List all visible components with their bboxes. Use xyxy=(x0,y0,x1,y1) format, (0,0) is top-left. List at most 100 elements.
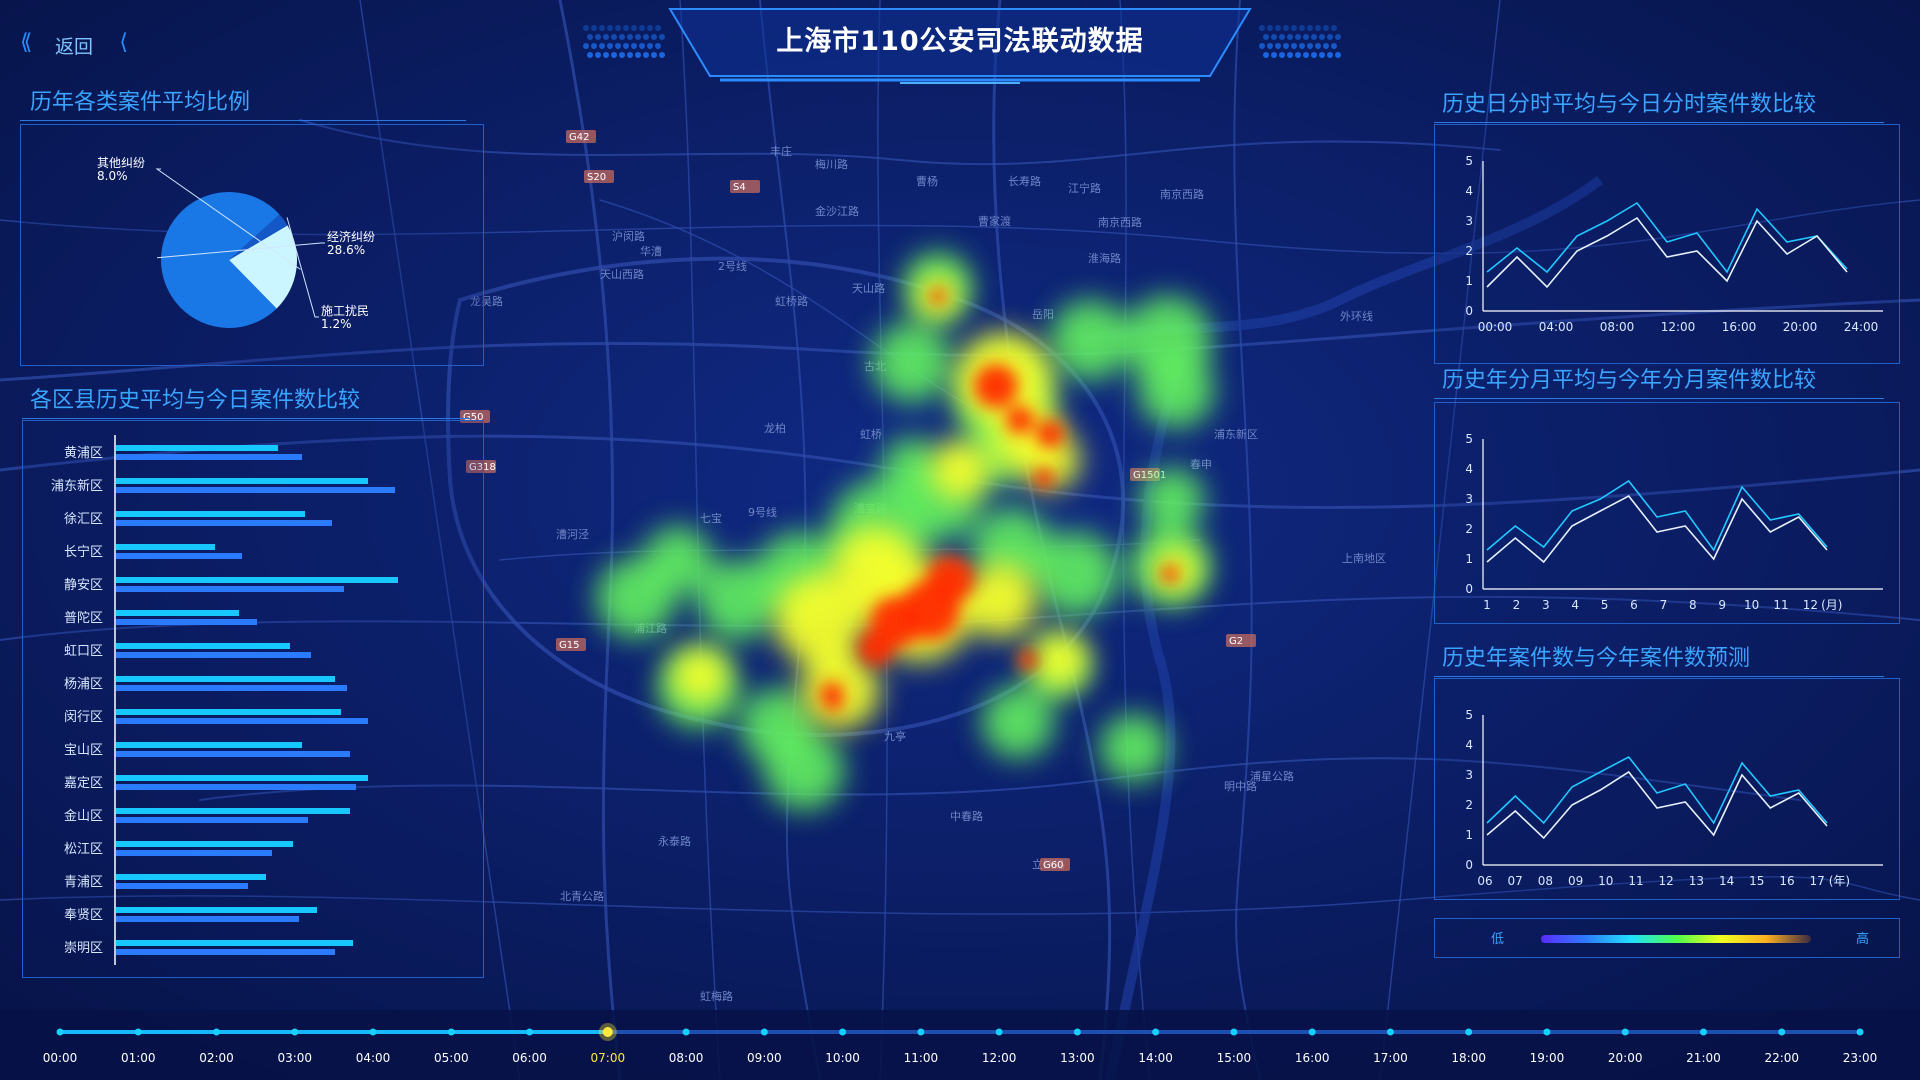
time-slider[interactable]: 00:00 01:00 02:00 03:00 04:00 05:00 06:00 07:00… xyxy=(0,1010,1920,1080)
timeline-tick[interactable] xyxy=(134,1028,142,1036)
timeline-tick[interactable] xyxy=(1073,1028,1081,1036)
timeline-tick[interactable] xyxy=(1699,1028,1707,1036)
timeline-tick[interactable] xyxy=(1621,1028,1629,1036)
district-bar[interactable] xyxy=(116,643,290,649)
timeline-tick-label[interactable]: 10:00 xyxy=(825,1051,860,1065)
district-bar[interactable] xyxy=(116,751,350,757)
district-bar[interactable] xyxy=(116,577,398,583)
timeline-tick[interactable] xyxy=(447,1028,455,1036)
timeline-tick-label[interactable]: 23:00 xyxy=(1843,1051,1878,1065)
decor-dot xyxy=(1267,25,1273,31)
timeline-tick[interactable] xyxy=(917,1028,925,1036)
pie-slice[interactable] xyxy=(160,192,280,328)
timeline-tick-label[interactable]: 22:00 xyxy=(1764,1051,1799,1065)
district-bar[interactable] xyxy=(116,487,395,493)
timeline-tick-label[interactable]: 00:00 xyxy=(43,1051,78,1065)
timeline-tick[interactable] xyxy=(682,1028,690,1036)
timeline-tick-label[interactable]: 02:00 xyxy=(199,1051,234,1065)
pie-slice[interactable] xyxy=(229,214,288,260)
district-bar[interactable] xyxy=(116,874,266,880)
district-bar[interactable] xyxy=(116,718,368,724)
district-bar[interactable] xyxy=(116,850,272,856)
timeline-tick[interactable] xyxy=(526,1028,534,1036)
line-series[interactable] xyxy=(1486,479,1828,552)
timeline-tick-label[interactable]: 19:00 xyxy=(1530,1051,1565,1065)
timeline-tick[interactable] xyxy=(1543,1028,1551,1036)
timeline-tick-label[interactable]: 03:00 xyxy=(277,1051,312,1065)
timeline-tick[interactable] xyxy=(369,1028,377,1036)
timeline-tick[interactable] xyxy=(602,1027,613,1037)
timeline-tick[interactable] xyxy=(1152,1028,1160,1036)
district-bar[interactable] xyxy=(116,817,308,823)
district-bar[interactable] xyxy=(116,544,215,550)
district-bar[interactable] xyxy=(116,445,278,451)
timeline-tick-label[interactable]: 18:00 xyxy=(1451,1051,1486,1065)
district-bar[interactable] xyxy=(116,520,332,526)
district-bar[interactable] xyxy=(116,610,239,616)
timeline-tick[interactable] xyxy=(995,1028,1003,1036)
district-label: 青浦区 xyxy=(64,875,103,890)
timeline-tick[interactable] xyxy=(1308,1028,1316,1036)
timeline-tick-label[interactable]: 04:00 xyxy=(356,1051,391,1065)
district-bar[interactable] xyxy=(116,454,302,460)
district-bar[interactable] xyxy=(116,916,299,922)
timeline-tick[interactable] xyxy=(213,1028,221,1036)
timeline-tick-label[interactable]: 14:00 xyxy=(1138,1051,1173,1065)
district-bar[interactable] xyxy=(116,478,368,484)
timeline-tick-label[interactable]: 08:00 xyxy=(669,1051,704,1065)
district-bar[interactable] xyxy=(116,619,257,625)
decor-dot xyxy=(1311,34,1317,40)
line-series[interactable] xyxy=(1486,770,1828,840)
y-tick-label: 0 xyxy=(1465,582,1473,596)
timeline-tick[interactable] xyxy=(1778,1028,1786,1036)
timeline-tick-label[interactable]: 09:00 xyxy=(747,1051,782,1065)
district-bar[interactable] xyxy=(116,511,305,517)
timeline-tick-label[interactable]: 07:00 xyxy=(591,1051,626,1065)
district-bar[interactable] xyxy=(116,709,341,715)
district-bar[interactable] xyxy=(116,586,344,592)
district-bar[interactable] xyxy=(116,784,356,790)
timeline-tick[interactable] xyxy=(56,1028,64,1036)
line-series[interactable] xyxy=(1486,494,1828,564)
decor-dot xyxy=(639,25,645,31)
timeline-tick-label[interactable]: 11:00 xyxy=(904,1051,939,1065)
map-place-label: 九亭 xyxy=(884,729,906,743)
timeline-tick[interactable] xyxy=(1386,1028,1394,1036)
district-bar[interactable] xyxy=(116,907,317,913)
timeline-tick[interactable] xyxy=(1465,1028,1473,1036)
timeline-tick-label[interactable]: 12:00 xyxy=(982,1051,1017,1065)
timeline-tick-label[interactable]: 20:00 xyxy=(1608,1051,1643,1065)
district-bar[interactable] xyxy=(116,553,242,559)
district-bar[interactable] xyxy=(116,949,335,955)
back-button[interactable]: ⟪ 返回 ⟨ xyxy=(18,28,130,62)
timeline-tick-label[interactable]: 01:00 xyxy=(121,1051,156,1065)
district-bar[interactable] xyxy=(116,685,347,691)
district-bar[interactable] xyxy=(116,940,353,946)
line-series[interactable] xyxy=(1486,216,1848,289)
district-bar[interactable] xyxy=(116,676,335,682)
district-bar[interactable] xyxy=(116,742,302,748)
district-bar[interactable] xyxy=(116,775,368,781)
timeline-tick-label[interactable]: 15:00 xyxy=(1217,1051,1252,1065)
line-series[interactable] xyxy=(1486,755,1828,825)
timeline-tick[interactable] xyxy=(1856,1028,1864,1036)
timeline-tick[interactable] xyxy=(839,1028,847,1036)
heat-spot-high xyxy=(926,556,974,604)
timeline-tick[interactable] xyxy=(760,1028,768,1036)
timeline-tick[interactable] xyxy=(1230,1028,1238,1036)
district-bar[interactable] xyxy=(116,883,248,889)
timeline-tick-label[interactable]: 13:00 xyxy=(1060,1051,1095,1065)
timeline-tick-label[interactable]: 17:00 xyxy=(1373,1051,1408,1065)
district-bar[interactable] xyxy=(116,808,350,814)
pie-slice[interactable] xyxy=(229,225,297,309)
timeline-tick-label[interactable]: 06:00 xyxy=(512,1051,547,1065)
district-bar[interactable] xyxy=(116,652,311,658)
district-bar[interactable] xyxy=(116,841,293,847)
timeline-tick[interactable] xyxy=(291,1028,299,1036)
back-button-label: 返回 xyxy=(54,35,93,58)
timeline-tick-label[interactable]: 21:00 xyxy=(1686,1051,1721,1065)
line-series[interactable] xyxy=(1486,201,1848,274)
timeline-tick-label[interactable]: 05:00 xyxy=(434,1051,469,1065)
timeline-tick-label[interactable]: 16:00 xyxy=(1295,1051,1330,1065)
